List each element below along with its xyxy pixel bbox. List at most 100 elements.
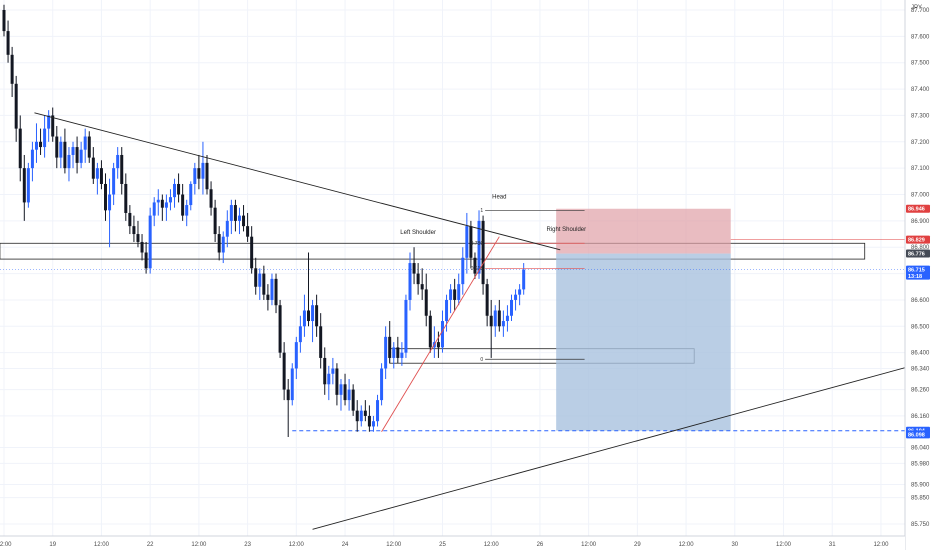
price-badge — [906, 265, 930, 280]
candle-body — [160, 199, 164, 208]
price-tick-label: 87.500 — [911, 61, 930, 67]
candle-body — [55, 136, 59, 158]
candle-body — [351, 389, 355, 411]
candle-body — [197, 168, 201, 179]
candle-body — [14, 83, 18, 129]
fib-trendline[interactable] — [381, 236, 500, 432]
candle-body — [132, 226, 136, 235]
candle-body — [347, 389, 351, 401]
candle-body — [396, 347, 400, 358]
candle-body — [335, 368, 339, 395]
price-tick-label: 87.700 — [911, 8, 930, 14]
candle-body — [250, 236, 254, 269]
candle-body — [229, 205, 233, 221]
price-badge — [906, 235, 930, 244]
candle-body — [445, 299, 449, 322]
candle-body — [307, 310, 310, 322]
candle-body — [71, 147, 75, 155]
candle-body — [189, 183, 193, 206]
candle-body — [164, 202, 168, 208]
candle-body — [493, 310, 497, 327]
price-tick-label: 87.100 — [911, 166, 930, 172]
price-tick-label: 86.600 — [911, 298, 930, 304]
time-tick-label: 12:00 — [873, 542, 889, 548]
price-badge-label: 86.776 — [908, 252, 925, 258]
time-axis[interactable]: 12:00 19 12:00 22 12:00 23 12:00 24 12:00 25 12:00… — [0, 535, 905, 550]
trendlines[interactable] — [34, 112, 922, 530]
candle-body — [400, 352, 404, 358]
pattern-label: Head — [492, 194, 506, 200]
candle-body — [428, 315, 432, 348]
price-tick-label: 85.900 — [911, 482, 930, 488]
candle-body — [221, 236, 225, 253]
candle-body — [213, 207, 217, 235]
candle-body — [510, 299, 513, 316]
candle-body — [363, 410, 367, 416]
candle-body — [120, 154, 124, 184]
time-axis-bg — [0, 536, 905, 550]
price-tick-label: 87.600 — [911, 34, 930, 40]
candle-body — [6, 31, 10, 55]
pattern-label: Right Shoulder — [546, 227, 586, 233]
candle-body — [298, 326, 302, 343]
candle-body — [209, 189, 213, 208]
time-tick-label: 19 — [49, 542, 56, 548]
candle-body — [39, 141, 43, 148]
candle-body — [457, 284, 461, 300]
candle-body — [181, 194, 185, 216]
candle-body — [128, 212, 132, 227]
time-tick-label: 31 — [829, 542, 836, 548]
time-tick-label: 23 — [244, 542, 251, 548]
short-position-tool[interactable] — [556, 208, 731, 431]
candle-body — [30, 149, 34, 169]
rising-trendline[interactable] — [312, 362, 922, 530]
candle-body — [367, 415, 371, 427]
time-tick-label: 24 — [342, 542, 349, 548]
candle-body — [193, 168, 197, 184]
time-tick-label: 29 — [634, 542, 641, 548]
price-tick-label: 87.000 — [911, 193, 930, 199]
candle-body — [87, 136, 91, 158]
candle-body — [148, 215, 152, 269]
candle-body — [51, 115, 55, 137]
candle-body — [473, 257, 477, 274]
time-tick-label: 22 — [147, 542, 154, 548]
candle-body — [514, 294, 518, 300]
fib-level-label: 1 — [480, 208, 483, 214]
stop-loss-zone[interactable] — [556, 208, 731, 254]
candle-body — [108, 194, 112, 211]
candle-body — [477, 220, 481, 274]
candle-body — [47, 115, 51, 129]
candle-body — [323, 357, 327, 385]
candle-body — [404, 299, 408, 353]
candle-body — [233, 205, 237, 221]
candle-body — [173, 183, 177, 198]
candles — [2, 4, 526, 438]
candle-body — [355, 410, 359, 422]
candle-body — [311, 305, 315, 322]
price-tick-label: 86.040 — [911, 446, 930, 452]
price-tick-label: 87.300 — [911, 113, 930, 119]
candle-body — [481, 220, 485, 285]
candle-body — [104, 183, 107, 211]
candle-body — [201, 162, 205, 179]
price-tick-label: 86.260 — [911, 388, 930, 394]
candle-body — [420, 284, 424, 290]
time-tick-label: 26 — [537, 542, 544, 548]
candle-body — [412, 263, 416, 274]
currency-label: JPY — [911, 5, 922, 11]
pattern-label: Left Shoulder — [400, 230, 436, 236]
candle-body — [489, 315, 493, 327]
fib-level-label: 0 — [480, 357, 483, 363]
take-profit-zone[interactable] — [556, 253, 731, 431]
candle-body — [469, 226, 473, 258]
neckline-trendline[interactable] — [34, 112, 561, 251]
time-tick-label: 30 — [731, 542, 738, 548]
candle-body — [294, 342, 298, 369]
price-tick-label: 85.750 — [911, 522, 930, 528]
candle-body — [242, 215, 246, 227]
resistance-zone[interactable] — [0, 242, 866, 260]
